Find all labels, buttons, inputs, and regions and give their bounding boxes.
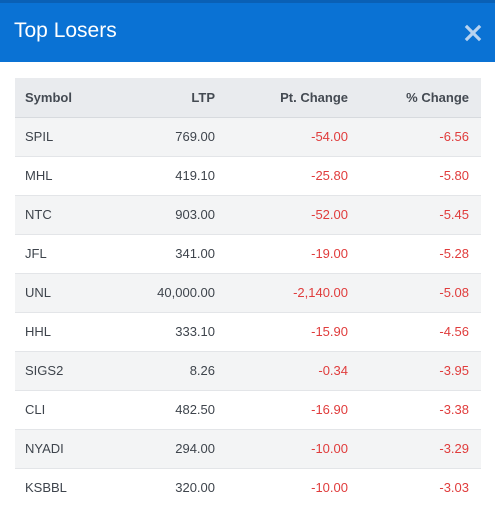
cell-pct-change: -3.95: [349, 350, 481, 390]
table-row[interactable]: CLI 482.50 -16.90 -3.38: [15, 389, 481, 429]
cell-pt-change: -0.34: [217, 350, 349, 390]
cell-ltp: 419.10: [115, 155, 217, 195]
cell-ltp: 40,000.00: [115, 272, 217, 312]
table-row[interactable]: HHL 333.10 -15.90 -4.56: [15, 311, 481, 351]
cell-pct-change: -3.38: [349, 389, 481, 429]
cell-pt-change: -19.00: [217, 233, 349, 273]
cell-pt-change: -16.90: [217, 389, 349, 429]
column-header-pct-change[interactable]: % Change: [349, 78, 481, 118]
cell-pct-change: -3.03: [349, 467, 481, 505]
cell-ltp: 341.00: [115, 233, 217, 273]
cell-symbol[interactable]: HHL: [15, 311, 115, 351]
cell-pct-change: -5.28: [349, 233, 481, 273]
cell-symbol[interactable]: SIGS2: [15, 350, 115, 390]
cell-pt-change: -25.80: [217, 155, 349, 195]
close-icon: [464, 24, 482, 42]
cell-symbol[interactable]: CLI: [15, 389, 115, 429]
table-row[interactable]: MHL 419.10 -25.80 -5.80: [15, 155, 481, 195]
modal-header: Top Losers: [0, 0, 495, 62]
table-row[interactable]: SPIL 769.00 -54.00 -6.56: [15, 116, 481, 156]
cell-ltp: 903.00: [115, 194, 217, 234]
cell-ltp: 333.10: [115, 311, 217, 351]
table-row[interactable]: UNL 40,000.00 -2,140.00 -5.08: [15, 272, 481, 312]
table-row[interactable]: NYADI 294.00 -10.00 -3.29: [15, 428, 481, 468]
cell-symbol[interactable]: JFL: [15, 233, 115, 273]
cell-pt-change: -54.00: [217, 116, 349, 156]
table-row[interactable]: KSBBL 320.00 -10.00 -3.03: [15, 467, 481, 505]
cell-pt-change: -10.00: [217, 428, 349, 468]
column-header-ltp[interactable]: LTP: [115, 78, 217, 118]
cell-ltp: 320.00: [115, 467, 217, 505]
table-row[interactable]: SIGS2 8.26 -0.34 -3.95: [15, 350, 481, 390]
table-row[interactable]: JFL 341.00 -19.00 -5.28: [15, 233, 481, 273]
cell-pct-change: -6.56: [349, 116, 481, 156]
cell-pct-change: -4.56: [349, 311, 481, 351]
table-row[interactable]: NTC 903.00 -52.00 -5.45: [15, 194, 481, 234]
cell-pct-change: -5.80: [349, 155, 481, 195]
cell-pt-change: -52.00: [217, 194, 349, 234]
cell-symbol[interactable]: UNL: [15, 272, 115, 312]
cell-pt-change: -2,140.00: [217, 272, 349, 312]
modal-title: Top Losers: [14, 19, 117, 42]
cell-symbol[interactable]: NTC: [15, 194, 115, 234]
cell-symbol[interactable]: KSBBL: [15, 467, 115, 505]
cell-ltp: 769.00: [115, 116, 217, 156]
top-losers-table: Symbol LTP Pt. Change % Change SPIL 769.0…: [15, 78, 481, 505]
cell-symbol[interactable]: MHL: [15, 155, 115, 195]
cell-pt-change: -15.90: [217, 311, 349, 351]
close-button[interactable]: [464, 21, 482, 43]
cell-ltp: 482.50: [115, 389, 217, 429]
cell-symbol[interactable]: NYADI: [15, 428, 115, 468]
cell-ltp: 294.00: [115, 428, 217, 468]
cell-pt-change: -10.00: [217, 467, 349, 505]
cell-ltp: 8.26: [115, 350, 217, 390]
column-header-symbol[interactable]: Symbol: [15, 78, 115, 118]
cell-pct-change: -5.08: [349, 272, 481, 312]
cell-pct-change: -5.45: [349, 194, 481, 234]
column-header-pt-change[interactable]: Pt. Change: [217, 78, 349, 118]
cell-symbol[interactable]: SPIL: [15, 116, 115, 156]
table-header-row: Symbol LTP Pt. Change % Change: [15, 78, 481, 118]
cell-pct-change: -3.29: [349, 428, 481, 468]
